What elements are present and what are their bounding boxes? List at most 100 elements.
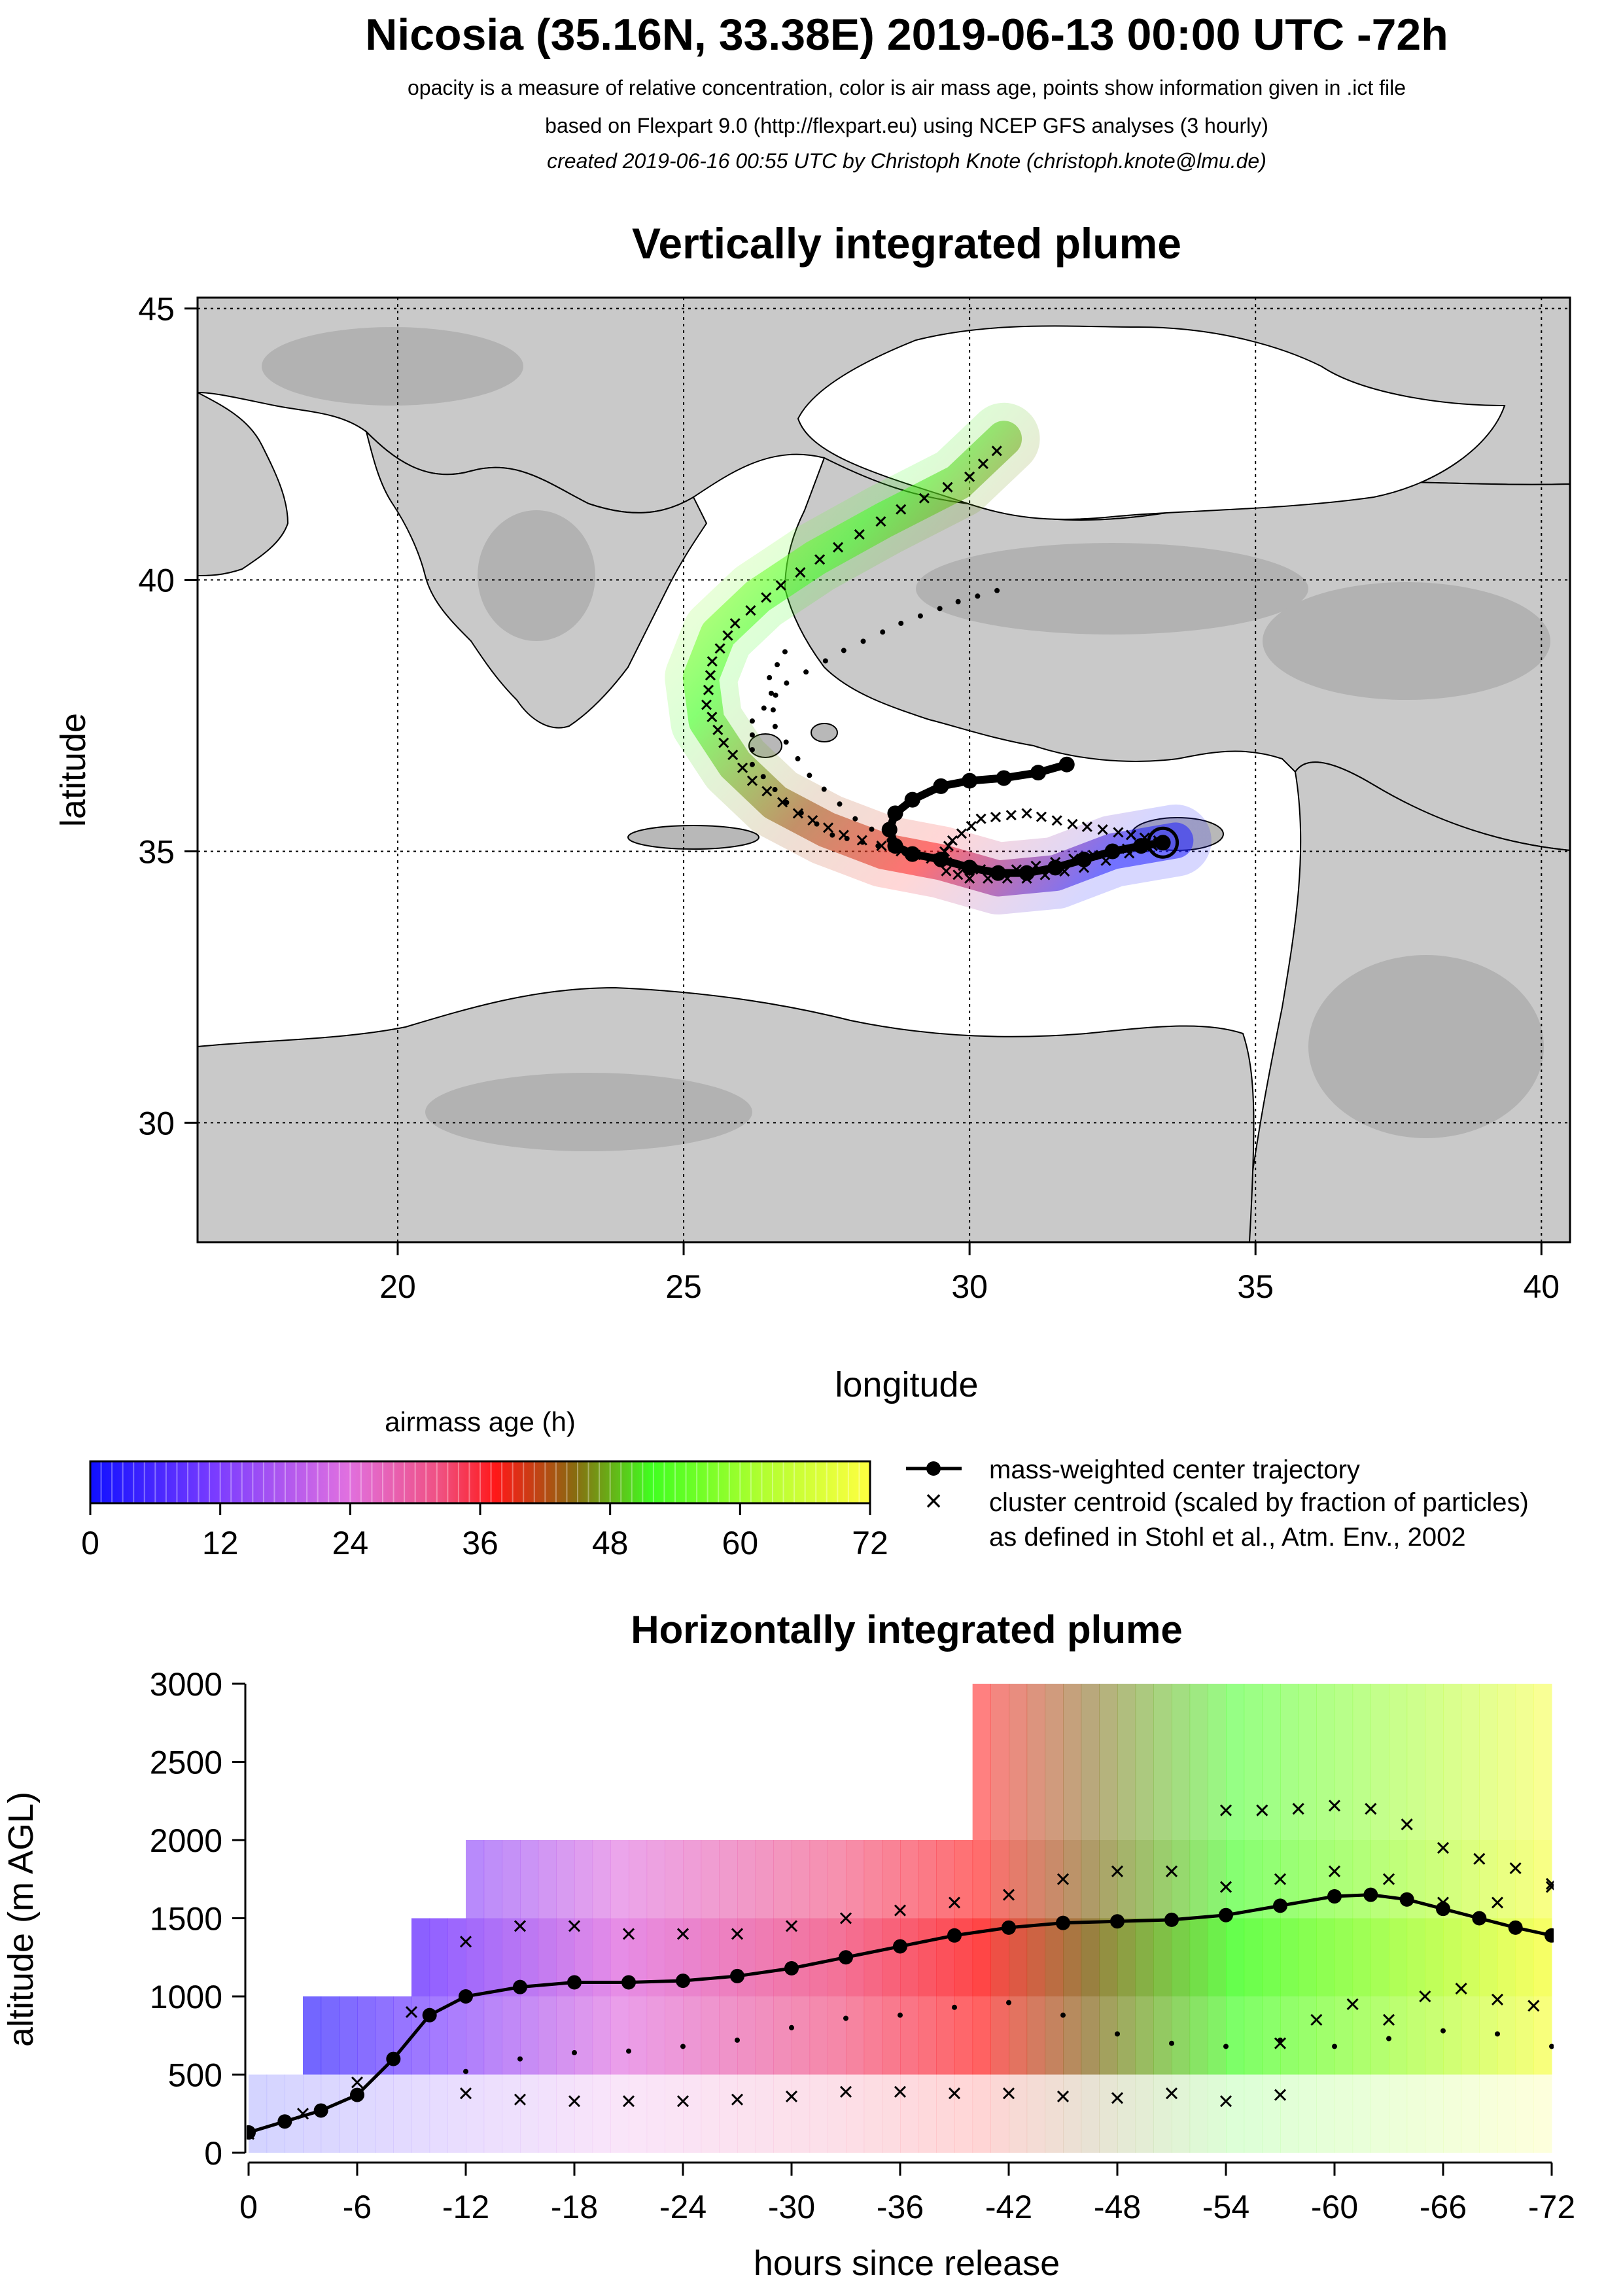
plume-cell (1335, 1996, 1353, 2075)
plume-cell (556, 1996, 575, 2075)
cluster-centroid (943, 841, 954, 852)
plume-cell (1406, 1840, 1425, 1919)
center-point (1075, 851, 1092, 867)
cluster-centroid (761, 786, 773, 797)
plume-cell (1063, 1840, 1082, 1919)
plume-cell (809, 1996, 828, 2075)
plume-cell (1099, 1762, 1118, 1840)
plume-cell (1533, 2074, 1552, 2153)
plume-cell (1461, 1762, 1480, 1840)
center-point (1155, 835, 1171, 851)
center-point (962, 860, 978, 876)
x-tick-label: -6 (343, 2189, 372, 2225)
profile-axes: 0 500 1000 1500 2000 2500 3000 0 -6 -12 -18 -24 -30 -… (150, 1666, 1575, 2225)
y-tick-label: 500 (168, 2057, 222, 2094)
plume-cell (538, 1996, 557, 2075)
particle-dot (880, 629, 886, 635)
center-altitude-point (1164, 1912, 1179, 1927)
plume-cell (1045, 1840, 1064, 1919)
map-canvas (198, 298, 1570, 1242)
plume-cell (1298, 1996, 1317, 2075)
center-altitude-point (621, 1975, 636, 1990)
colorbar-tick-label: 36 (462, 1525, 498, 1561)
plume-cell (1189, 1996, 1208, 2075)
plume-cell (755, 1840, 774, 1919)
particle-dot (760, 774, 766, 780)
plume-cell (1153, 1762, 1172, 1840)
plume-cell (1262, 1684, 1281, 1762)
plume-cell (701, 2074, 720, 2153)
plume-cell (900, 1840, 919, 1919)
map-xlabel: longitude (835, 1365, 978, 1404)
plume-cell (1298, 1684, 1317, 1762)
plume-cell (610, 2074, 629, 2153)
plume-cell (882, 1840, 901, 1919)
plume-cell (918, 2074, 937, 2153)
colorbar-tick-label: 24 (332, 1525, 369, 1561)
center-altitude-point (1327, 1889, 1342, 1904)
colorbar-title: airmass age (h) (385, 1406, 576, 1437)
plume-cell (773, 2074, 792, 2153)
plume-cell (665, 2074, 684, 2153)
center-altitude-point (1508, 1920, 1523, 1935)
plume-cell (411, 2074, 430, 2153)
plume-cell (556, 2074, 575, 2153)
cluster-altitude-marker (1256, 1804, 1268, 1817)
plume-cell (719, 1996, 738, 2075)
plume-cell (1389, 2074, 1408, 2153)
altitude-dot (1060, 2012, 1066, 2018)
cluster-centroid (964, 873, 975, 884)
plume-cell (1009, 2074, 1028, 2153)
cluster-altitude-marker (622, 2095, 635, 2108)
plume-cell (1172, 1762, 1191, 1840)
plume-cell (1153, 1684, 1172, 1762)
plume-cell (719, 2074, 738, 2153)
plume-cell (466, 1918, 485, 1996)
particle-dot (749, 761, 755, 767)
cluster-altitude-marker (1274, 2089, 1287, 2101)
x-tick-label: -48 (1094, 2189, 1141, 2225)
plume-cell (1298, 1762, 1317, 1840)
plume-cell (1461, 1840, 1480, 1919)
plume-cell (1117, 1918, 1136, 1996)
plume-cell (846, 1996, 865, 2075)
plume-cell (393, 2074, 412, 2153)
cluster-altitude-marker (1165, 2087, 1178, 2100)
cluster-centroid (1113, 827, 1124, 838)
plume-cell (1189, 1918, 1208, 1996)
cluster-altitude-marker (1292, 1803, 1304, 1815)
plume-cell (1316, 1684, 1335, 1762)
plume-cell (1099, 1684, 1118, 1762)
cluster-altitude-marker (731, 1928, 744, 1940)
center-altitude-points (247, 1887, 1554, 2140)
plume-cell (1352, 1840, 1371, 1919)
plume-cell (646, 2074, 665, 2153)
plume-cell (1443, 1762, 1462, 1840)
plume-cell (483, 1840, 502, 1919)
cluster-altitude-marker (1165, 1865, 1178, 1877)
altitude-dot (626, 2048, 631, 2054)
plume-cell (1335, 1684, 1353, 1762)
center-point (881, 822, 898, 838)
plume-cell (1425, 2074, 1444, 2153)
center-point (904, 791, 920, 808)
plume-cell (1117, 1996, 1136, 2075)
y-tick-label: 35 (138, 833, 175, 870)
plume-cell (574, 2074, 593, 2153)
particle-dot (814, 821, 820, 827)
plume-cell (936, 1996, 955, 2075)
colorbar (90, 1461, 870, 1503)
cluster-altitude-marker (894, 1904, 907, 1917)
plume-cell (1461, 1918, 1480, 1996)
plume-cell (1479, 1996, 1498, 2075)
plume-cell (1099, 1996, 1118, 2075)
y-tick-label: 40 (138, 563, 175, 599)
x-tick-label: 20 (379, 1268, 416, 1305)
center-point (933, 851, 949, 867)
plume-cell (918, 1996, 937, 2075)
plume-cell (1533, 1762, 1552, 1840)
cluster-centroid (833, 542, 844, 553)
plume-cell (1461, 1684, 1480, 1762)
x-tick-label: -36 (877, 2189, 924, 2225)
particle-dot (749, 732, 755, 738)
